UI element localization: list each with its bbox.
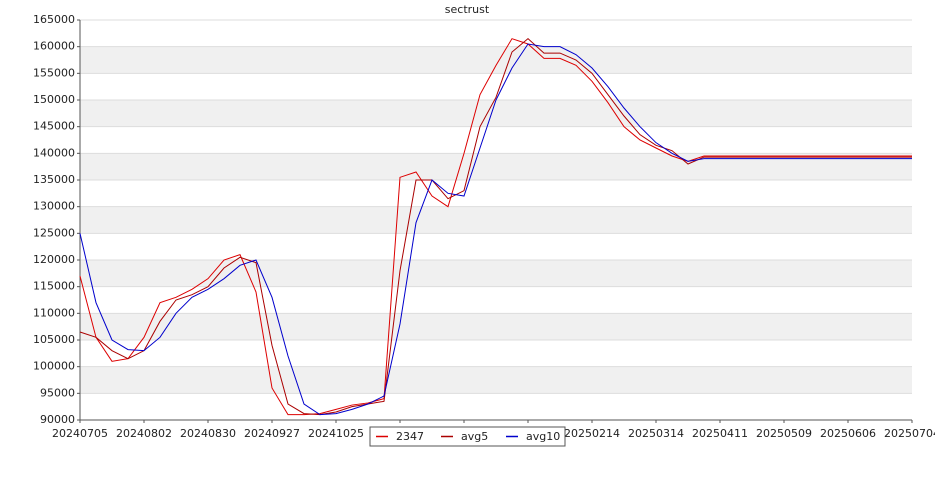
y-tick-label: 160000 [33, 40, 75, 53]
y-tick-label: 150000 [33, 93, 75, 106]
x-tick-label: 20240802 [116, 427, 172, 440]
x-tick-label: 20240705 [52, 427, 108, 440]
y-tick-label: 140000 [33, 146, 75, 159]
y-tick-label: 135000 [33, 173, 75, 186]
grid-band [80, 366, 912, 394]
y-tick-label: 125000 [33, 226, 75, 239]
line-series [79, 38, 912, 416]
y-tick-label: 130000 [33, 200, 75, 213]
x-tick-label: 20240830 [180, 427, 236, 440]
grid-band [80, 100, 912, 127]
legend-label: avg10 [526, 430, 560, 443]
y-tick-label: 155000 [33, 66, 75, 79]
x-tick-label: 20241025 [308, 427, 364, 440]
grid-band [80, 46, 912, 74]
line-series [79, 43, 912, 416]
x-tick-label: 20250214 [564, 427, 620, 440]
x-tick-label: 20250606 [820, 427, 876, 440]
y-tick-label: 105000 [33, 333, 75, 346]
line-series [79, 38, 912, 416]
y-tick-label: 145000 [33, 120, 75, 133]
y-tick-label: 90000 [40, 413, 75, 426]
legend-label: 2347 [396, 430, 424, 443]
y-tick-label: 100000 [33, 360, 75, 373]
grid-band [80, 260, 912, 287]
y-tick-label: 110000 [33, 306, 75, 319]
x-tick-label: 20250704 [884, 427, 935, 440]
x-tick-label: 20250411 [692, 427, 748, 440]
y-tick-label: 95000 [40, 386, 75, 399]
y-tick-label: 165000 [33, 13, 75, 26]
y-tick-label: 120000 [33, 253, 75, 266]
x-tick-label: 20250314 [628, 427, 684, 440]
chart-title: sectrust [445, 3, 490, 16]
x-tick-label: 20240927 [244, 427, 300, 440]
legend-label: avg5 [461, 430, 488, 443]
grid-band [80, 206, 912, 234]
y-tick-label: 115000 [33, 280, 75, 293]
x-tick-label: 20250509 [756, 427, 812, 440]
grid-band [80, 153, 912, 180]
grid-band [80, 313, 912, 340]
legend-box [369, 426, 566, 447]
